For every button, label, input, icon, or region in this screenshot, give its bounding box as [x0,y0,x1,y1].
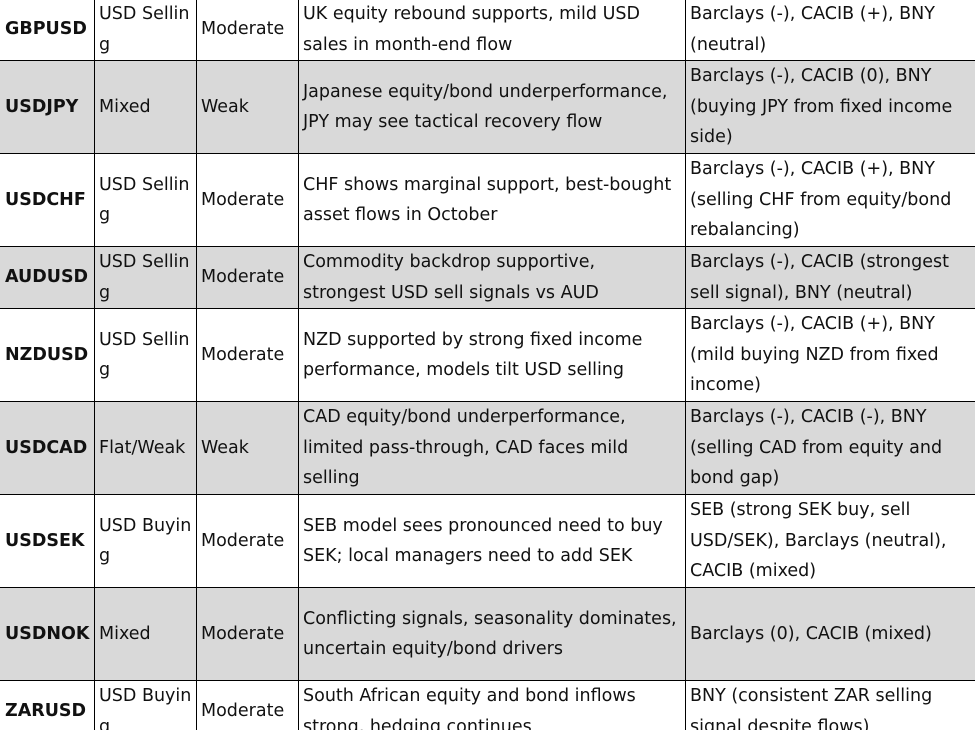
currency-pair: USDCAD [0,401,95,495]
strength: Moderate [196,246,299,309]
currency-pair: ZARUSD [0,680,95,730]
driver: Conflicting signals, seasonality dominat… [298,587,686,681]
direction: USD Selling [94,246,197,309]
table-row: USDCAD Flat/Weak Weak CAD equity/bond under… [0,401,975,495]
bank-signals: Barclays (-), CACIB (-), BNY (selling CA… [685,401,975,495]
bank-signals: SEB (strong SEK buy, sell USD/SEK), Barc… [685,494,975,588]
driver: Commodity backdrop supportive, strongest… [298,246,686,309]
bank-signals: Barclays (-), CACIB (+), BNY (neutral) [685,0,975,61]
table-row: USDNOK Mixed Moderate Conflicting signals, … [0,587,975,681]
driver: NZD supported by strong fixed income per… [298,308,686,402]
direction: Mixed [94,587,197,681]
driver: UK equity rebound supports, mild USD sal… [298,0,686,61]
table-row: USDJPY Mixed Weak Japanese equity/bond unde… [0,60,975,154]
direction: USD Selling [94,308,197,402]
strength: Weak [196,401,299,495]
driver: SEB model sees pronounced need to buy SE… [298,494,686,588]
table-row: GBPUSD USD Selling Moderate UK equity rebou… [0,0,975,61]
direction: USD Buying [94,680,197,730]
table-row: USDSEK USD Buying Moderate SEB model sees p… [0,494,975,588]
strength: Moderate [196,308,299,402]
bank-signals: Barclays (-), CACIB (strongest sell sign… [685,246,975,309]
bank-signals: Barclays (-), CACIB (+), BNY (selling CH… [685,153,975,247]
strength: Moderate [196,587,299,681]
direction: Flat/Weak [94,401,197,495]
direction: USD Buying [94,494,197,588]
strength: Weak [196,60,299,154]
currency-pair: NZDUSD [0,308,95,402]
currency-pair: AUDUSD [0,246,95,309]
driver: CHF shows marginal support, best-bought … [298,153,686,247]
driver: Japanese equity/bond underperformance, J… [298,60,686,154]
bank-signals: Barclays (-), CACIB (0), BNY (buying JPY… [685,60,975,154]
currency-pair: USDJPY [0,60,95,154]
currency-pair: USDCHF [0,153,95,247]
bank-signals: BNY (consistent ZAR selling signal despi… [685,680,975,730]
table-row: ZARUSD USD Buying Moderate South African eq… [0,680,975,730]
bank-signals: Barclays (0), CACIB (mixed) [685,587,975,681]
strength: Moderate [196,494,299,588]
direction: USD Selling [94,153,197,247]
table-row: USDCHF USD Selling Moderate CHF shows margi… [0,153,975,247]
currency-pair: USDNOK [0,587,95,681]
currency-pair: GBPUSD [0,0,95,61]
table-row: AUDUSD USD Selling Moderate Commodity backd… [0,246,975,309]
driver: South African equity and bond inflows st… [298,680,686,730]
direction: Mixed [94,60,197,154]
currency-pair: USDSEK [0,494,95,588]
direction: USD Selling [94,0,197,61]
driver: CAD equity/bond underperformance, limite… [298,401,686,495]
strength: Moderate [196,153,299,247]
bank-signals: Barclays (-), CACIB (+), BNY (mild buyin… [685,308,975,402]
table-row: NZDUSD USD Selling Moderate NZD supported b… [0,308,975,402]
strength: Moderate [196,680,299,730]
strength: Moderate [196,0,299,61]
